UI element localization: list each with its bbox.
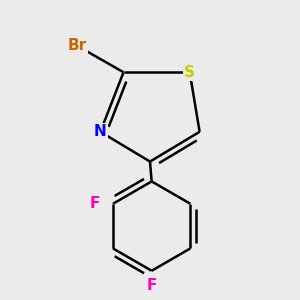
Text: Br: Br bbox=[68, 38, 87, 53]
Text: F: F bbox=[146, 278, 157, 293]
Text: N: N bbox=[94, 124, 107, 139]
Text: S: S bbox=[184, 65, 195, 80]
Text: F: F bbox=[90, 196, 100, 211]
